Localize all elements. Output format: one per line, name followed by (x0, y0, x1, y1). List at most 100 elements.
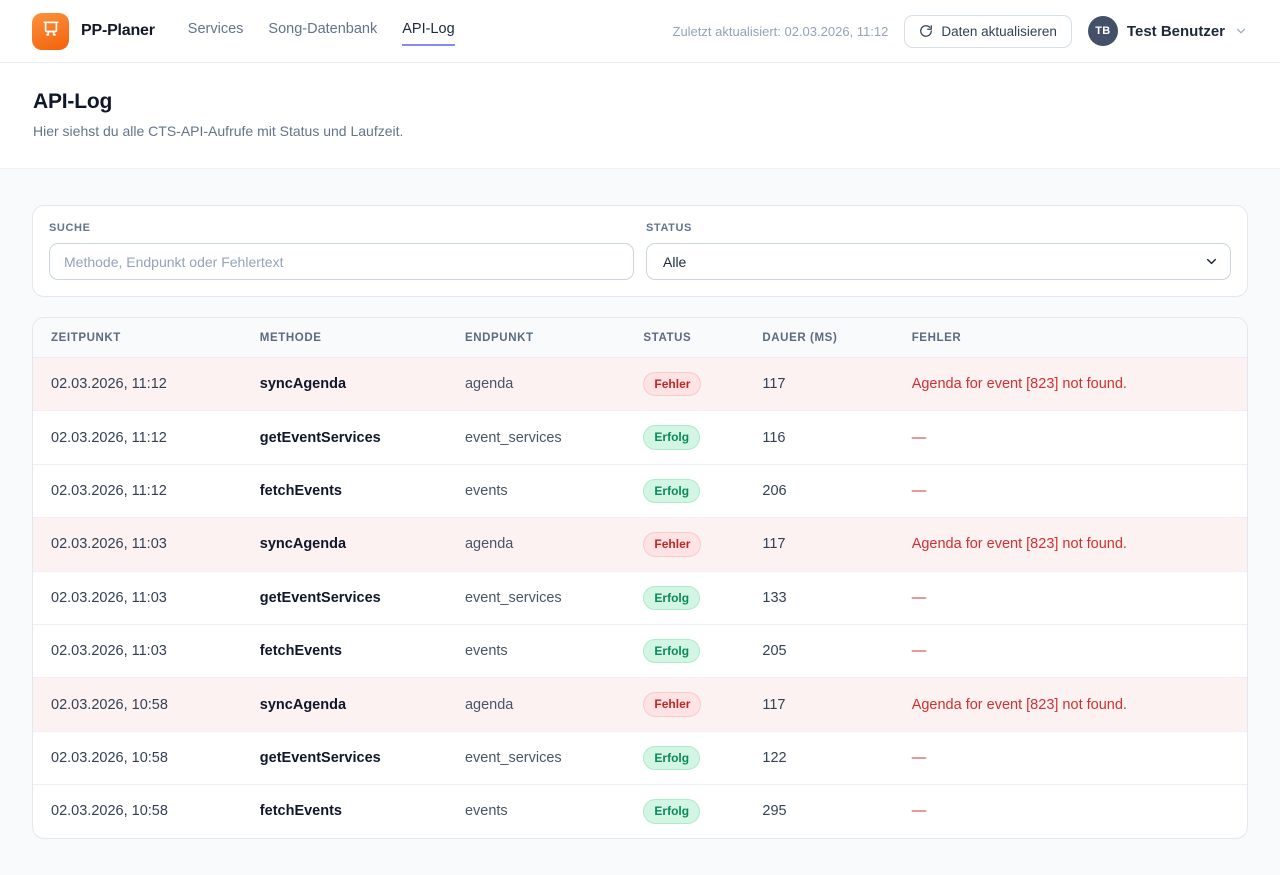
cell-error: Agenda for event [823] not found. (893, 517, 1247, 572)
column-header-methode: METHODE (241, 318, 447, 358)
status-badge: Fehler (643, 532, 702, 557)
cell-endpoint: event_services (446, 730, 626, 785)
page-title: API-Log (33, 90, 113, 113)
avatar: TB (1087, 16, 1118, 46)
cell-endpoint: event_services (446, 570, 626, 625)
cell-timestamp: 02.03.2026, 10:58 (33, 677, 242, 732)
cell-status: Erfolg (625, 784, 745, 838)
status-badge: Erfolg (643, 638, 701, 664)
brand: PP-Planer (32, 12, 155, 50)
refresh-icon (919, 24, 933, 38)
cell-endpoint: agenda (464, 376, 514, 393)
cell-duration: 122 (744, 730, 894, 785)
filter-card: SUCHE STATUS Alle (32, 205, 1248, 297)
main-nav: Services Song-Datenbank API-Log (188, 17, 455, 46)
cell-duration: 117 (762, 376, 786, 393)
cell-method: fetchEvents (241, 623, 447, 678)
cell-duration: 205 (744, 623, 894, 678)
column-header-zeitpunkt: ZEITPUNKT (33, 318, 242, 358)
cell-error: Agenda for event [823] not found. (911, 376, 1127, 393)
cell-timestamp: 02.03.2026, 10:58 (33, 730, 242, 785)
cell-timestamp: 02.03.2026, 11:03 (33, 623, 242, 678)
log-table-body: 02.03.2026, 11:12 syncAgenda agenda Fehler 1… (33, 357, 1247, 838)
cell-status: Erfolg (625, 463, 745, 518)
cell-endpoint: events (446, 784, 626, 838)
table-row: 02.03.2026, 11:03 syncAgenda agenda Fehler 1… (33, 517, 1247, 572)
table-row: 02.03.2026, 11:12 syncAgenda agenda Fehler 1… (33, 357, 1247, 411)
main-content: SUCHE STATUS Alle (0, 169, 1280, 875)
cell-method: fetchEvents (241, 463, 447, 518)
nav-api-log[interactable]: API-Log (402, 17, 455, 46)
status-badge: Fehler (643, 692, 702, 717)
nav-services[interactable]: Services (187, 20, 244, 37)
table-row: 02.03.2026, 10:58 fetchEvents events Erfolg… (33, 784, 1247, 838)
log-table: ZEITPUNKT METHODE ENDPUNKT STATUS DAUER … (33, 318, 1247, 838)
cell-method: syncAgenda (241, 517, 447, 572)
status-badge: Erfolg (643, 478, 701, 504)
cell-endpoint: events (446, 623, 626, 678)
app-logo (32, 12, 69, 50)
table-row: 02.03.2026, 11:12 fetchEvents events Erfolg… (33, 463, 1247, 518)
status-badge: Erfolg (643, 799, 701, 824)
cell-timestamp: 02.03.2026, 11:03 (33, 517, 242, 572)
cell-error: Agenda for event [823] not found. (893, 677, 1247, 732)
cell-duration: 295 (744, 784, 894, 838)
column-header-dauer: DAUER (MS) (744, 318, 894, 358)
cell-method: getEventServices (241, 570, 447, 625)
cell-duration: 133 (744, 570, 894, 625)
refresh-button-label: Daten aktualisieren (941, 23, 1057, 39)
column-header-status: STATUS (625, 318, 745, 358)
column-header-fehler: FEHLER (893, 318, 1247, 358)
cell-method: syncAgenda (259, 376, 347, 393)
status-select[interactable]: Alle (646, 243, 1231, 280)
nav-song-datenbank[interactable]: Song-Datenbank (268, 20, 378, 37)
status-badge: Erfolg (643, 745, 701, 771)
chevron-down-icon (1234, 24, 1248, 38)
presentation-board-icon (41, 19, 61, 44)
status-badge: Fehler (643, 372, 702, 397)
cell-endpoint: agenda (446, 517, 626, 572)
cell-method: syncAgenda (241, 677, 447, 732)
table-row: 02.03.2026, 11:03 getEventServices event_s… (33, 570, 1247, 625)
cell-status: Erfolg (625, 623, 745, 678)
status-field: STATUS Alle (646, 222, 1231, 280)
status-badge: Erfolg (643, 585, 701, 610)
cell-status: Fehler (625, 517, 745, 572)
cell-error: — (893, 784, 1247, 838)
user-name: Test Benutzer (1126, 22, 1225, 40)
cell-error: — (893, 463, 1247, 518)
cell-status: Erfolg (625, 570, 745, 625)
cell-timestamp: 02.03.2026, 11:12 (33, 463, 242, 518)
search-input[interactable] (49, 243, 634, 280)
search-field: SUCHE (49, 222, 634, 280)
app-header: PP-Planer Services Song-Datenbank API-Lo… (0, 0, 1280, 63)
cell-error: — (893, 570, 1247, 625)
page-subtitle: Hier siehst du alle CTS-API-Aufrufe mit … (33, 123, 404, 139)
table-row: 02.03.2026, 11:12 getEventServices event_s… (33, 410, 1247, 465)
cell-status: Erfolg (625, 410, 745, 465)
table-row: 02.03.2026, 11:03 fetchEvents events Erfolg… (33, 623, 1247, 678)
cell-endpoint: agenda (446, 677, 626, 732)
cell-endpoint: events (446, 463, 626, 518)
table-row: 02.03.2026, 10:58 syncAgenda agenda Fehler 1… (33, 677, 1247, 732)
status-badge: Erfolg (643, 425, 701, 450)
search-label: SUCHE (49, 222, 91, 234)
cell-timestamp: 02.03.2026, 11:12 (51, 376, 167, 393)
column-header-endpunkt: ENDPUNKT (446, 318, 626, 358)
cell-error: — (893, 730, 1247, 785)
cell-timestamp: 02.03.2026, 10:58 (33, 784, 242, 838)
user-menu[interactable]: TB Test Benutzer (1087, 16, 1248, 46)
refresh-button[interactable]: Daten aktualisieren (904, 14, 1072, 48)
cell-timestamp: 02.03.2026, 11:12 (33, 410, 242, 465)
table-row: 02.03.2026, 10:58 getEventServices event_s… (33, 730, 1247, 785)
cell-method: getEventServices (241, 410, 447, 465)
page-head: API-Log Hier siehst du alle CTS-API-Aufr… (0, 63, 1280, 169)
cell-method: fetchEvents (241, 784, 447, 838)
cell-status: Fehler (625, 358, 744, 411)
log-table-card: ZEITPUNKT METHODE ENDPUNKT STATUS DAUER … (32, 317, 1248, 839)
cell-timestamp: 02.03.2026, 11:03 (33, 570, 242, 625)
cell-duration: 116 (744, 410, 894, 465)
table-header-row: ZEITPUNKT METHODE ENDPUNKT STATUS DAUER … (33, 318, 1247, 358)
cell-status: Erfolg (625, 730, 745, 785)
cell-endpoint: event_services (446, 410, 626, 465)
